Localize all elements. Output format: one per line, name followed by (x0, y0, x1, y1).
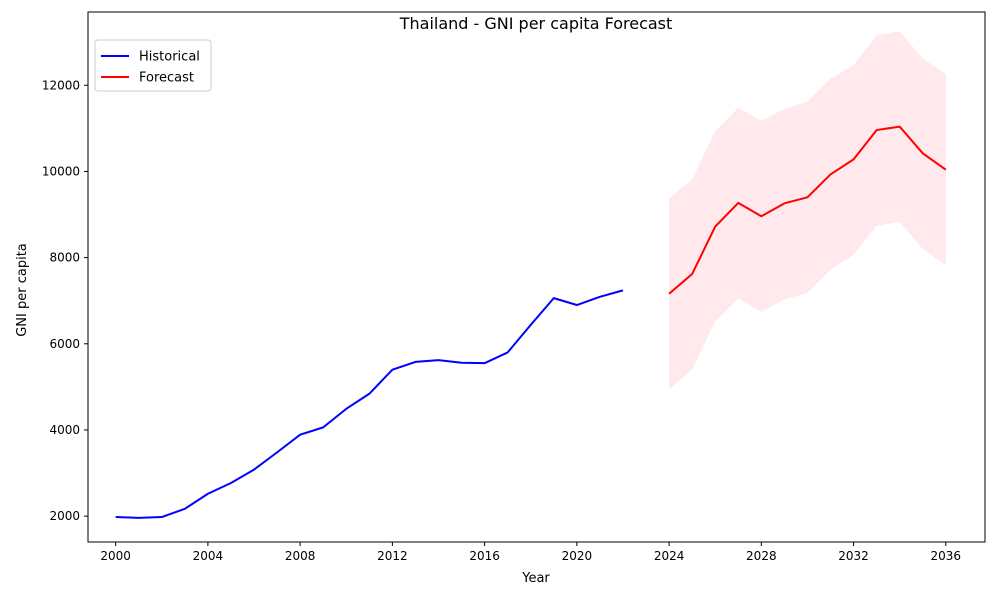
forecast-point (899, 126, 901, 128)
confidence-band-layer (669, 31, 946, 390)
historical-point (507, 351, 509, 353)
historical-point (207, 493, 209, 495)
x-tick-label: 2024 (654, 549, 685, 563)
forecast-point (691, 273, 693, 275)
plot-frame (87, 11, 986, 543)
forecast-point (853, 158, 855, 160)
y-tick-label: 2000 (49, 509, 80, 523)
historical-point (576, 304, 578, 306)
forecast-point (945, 169, 947, 171)
legend-box (94, 39, 212, 92)
forecast-point (668, 293, 670, 295)
forecast-point (714, 226, 716, 228)
historical-point (437, 359, 439, 361)
historical-point (115, 516, 117, 518)
historical-point (230, 482, 232, 484)
forecast-point (922, 152, 924, 154)
historical-point (553, 297, 555, 299)
historical-point (138, 517, 140, 519)
historical-point (299, 434, 301, 436)
historical-point (484, 362, 486, 364)
y-axis-label: GNI per capita (15, 243, 30, 337)
legend: Historical Forecast (94, 39, 212, 92)
x-tick-label: 2036 (931, 549, 962, 563)
historical-point (322, 426, 324, 428)
legend-label-forecast: Forecast (139, 71, 194, 86)
y-tick-label: 12000 (42, 78, 80, 92)
historical-line (115, 289, 624, 519)
historical-point (391, 369, 393, 371)
forecast-point (876, 129, 878, 131)
historical-point (253, 469, 255, 471)
x-axis: 2000 2004 2008 2012 2016 2020 2024 2028 2032 2036 (100, 542, 961, 563)
x-tick-label: 2028 (746, 549, 777, 563)
legend-label-historical: Historical (139, 50, 200, 65)
y-tick-label: 8000 (49, 251, 80, 265)
forecast-line (668, 125, 947, 295)
historical-point (461, 362, 463, 364)
historical-point (530, 324, 532, 326)
historical-point (184, 508, 186, 510)
forecast-point (830, 173, 832, 175)
historical-point (345, 408, 347, 410)
x-tick-label: 2020 (562, 549, 593, 563)
historical-point (276, 451, 278, 453)
x-axis-label: Year (521, 571, 550, 586)
x-tick-label: 2012 (377, 549, 408, 563)
y-tick-label: 6000 (49, 337, 80, 351)
x-tick-label: 2032 (838, 549, 869, 563)
historical-point (599, 296, 601, 298)
forecast-point (737, 202, 739, 204)
x-tick-label: 2004 (193, 549, 224, 563)
forecast-confidence-band (669, 31, 946, 390)
y-tick-label: 4000 (49, 423, 80, 437)
y-axis: 2000 4000 6000 8000 10000 12000 (42, 78, 88, 523)
historical-point (161, 516, 163, 518)
chart-title: Thailand - GNI per capita Forecast (399, 14, 673, 33)
forecast-point (806, 196, 808, 198)
historical-point (414, 361, 416, 363)
forecast-point (783, 202, 785, 204)
plot-area (115, 31, 947, 519)
x-tick-label: 2008 (285, 549, 316, 563)
y-tick-label: 10000 (42, 164, 80, 178)
historical-point (622, 289, 624, 291)
forecast-point (760, 215, 762, 217)
series-layer (115, 125, 947, 519)
x-tick-label: 2000 (100, 549, 131, 563)
historical-point (368, 393, 370, 395)
x-tick-label: 2016 (469, 549, 500, 563)
